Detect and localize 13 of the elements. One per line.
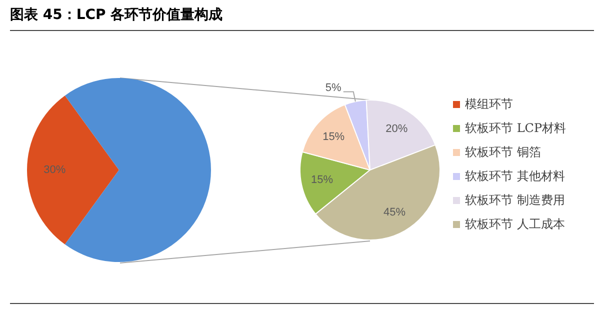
legend-label: 软板环节 人工成本	[464, 216, 566, 233]
legend-label: 软板环节 LCP材料	[464, 120, 566, 137]
legend-label: 模组环节	[464, 96, 513, 113]
data-label: 15%	[311, 174, 334, 186]
chart-title: 图表 45：LCP 各环节价值量构成	[10, 6, 223, 24]
legend-label: 软板环节 制造费用	[464, 192, 566, 209]
data-label: 15%	[322, 131, 345, 144]
data-label: 45%	[383, 206, 406, 218]
legend-label: 软板环节 其他材料	[464, 168, 566, 185]
legend-label: 软板环节 铜箔	[464, 144, 542, 161]
data-label: 5%	[325, 82, 342, 94]
data-label: 30%	[44, 164, 66, 176]
data-label: 20%	[386, 122, 408, 135]
